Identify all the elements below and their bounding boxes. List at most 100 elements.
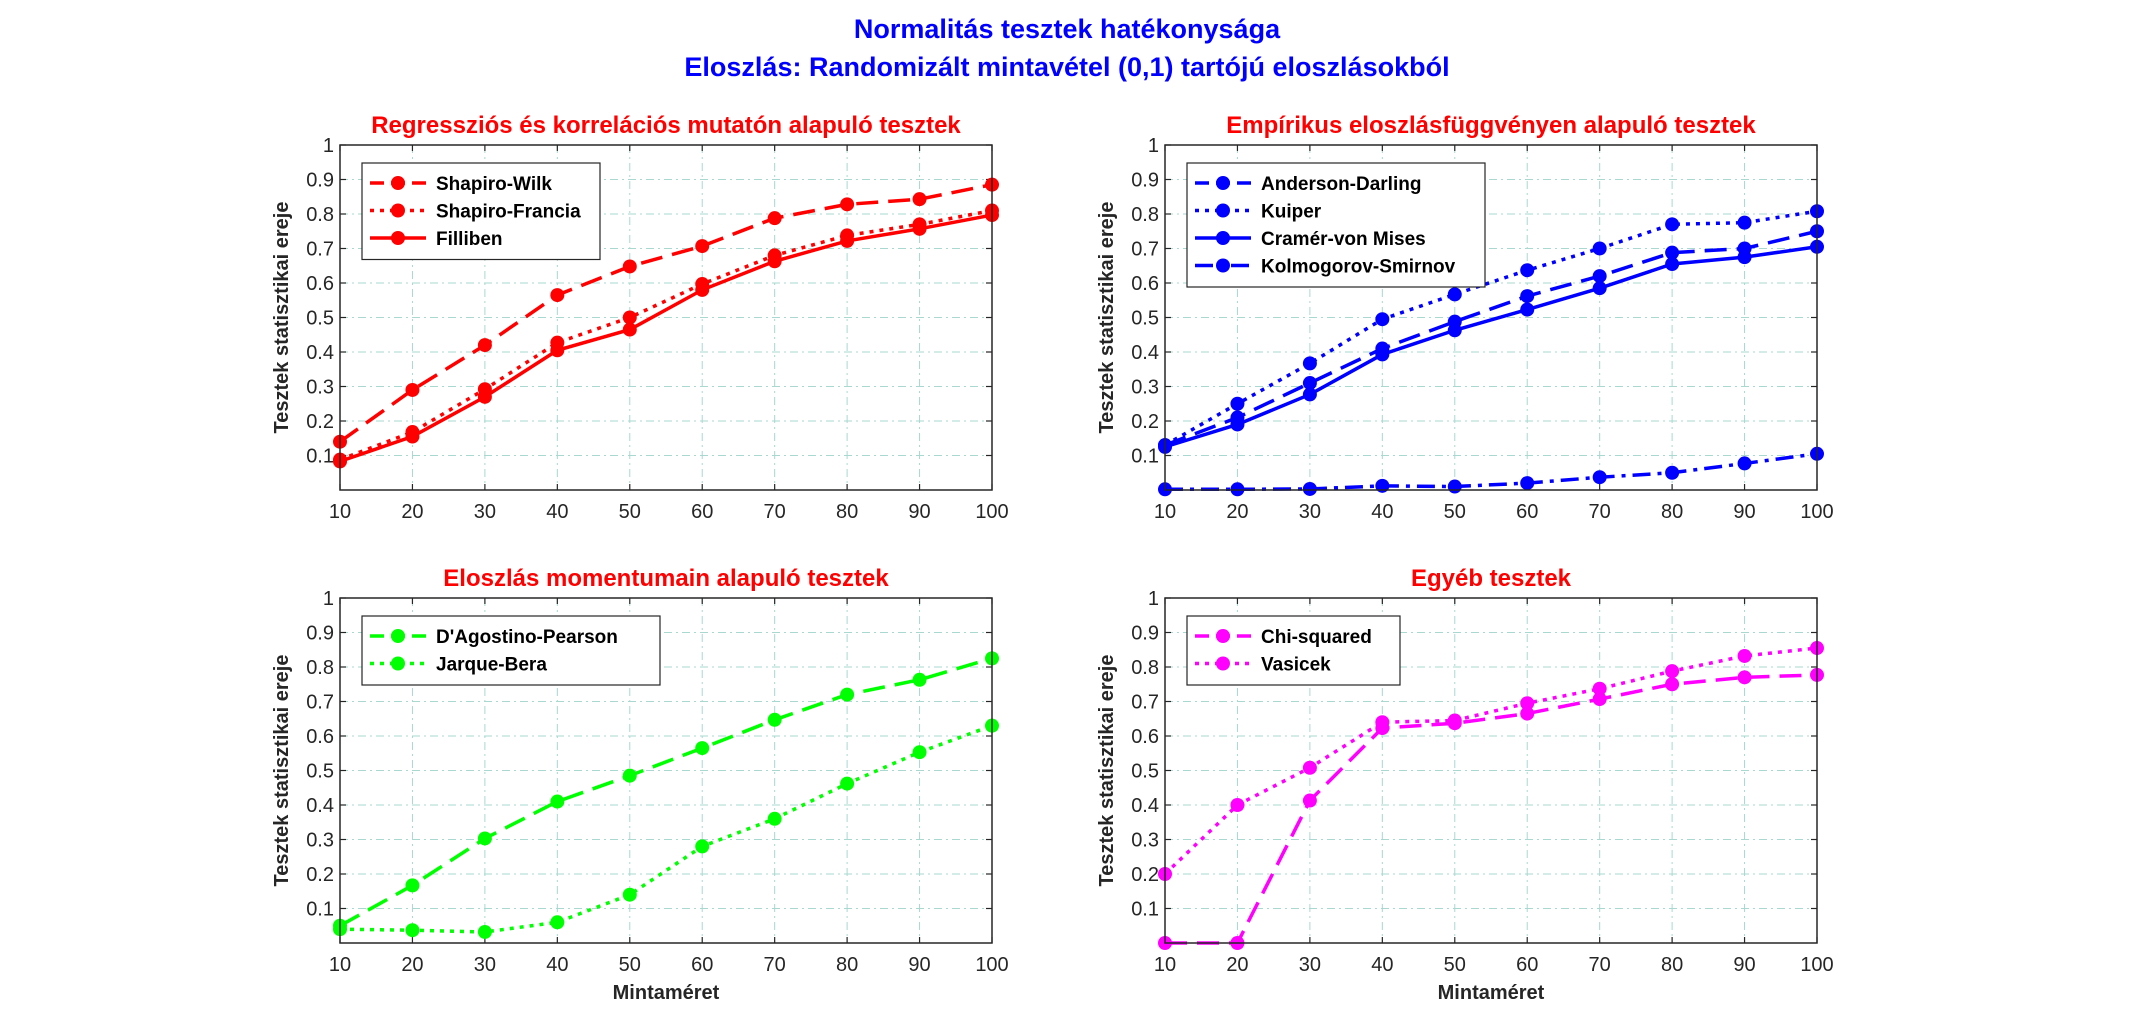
- y-tick-label: 0.6: [306, 273, 334, 295]
- data-point: [1520, 302, 1535, 317]
- data-point: [695, 282, 710, 297]
- x-tick-label: 100: [975, 954, 1008, 976]
- x-axis-label: Mintaméret: [1438, 982, 1545, 1004]
- x-tick-label: 60: [1516, 954, 1538, 976]
- series-line-2: [339, 724, 993, 934]
- data-point: [767, 712, 782, 727]
- panel-title: Egyéb tesztek: [1411, 565, 1572, 592]
- data-point: [1302, 387, 1317, 402]
- y-tick-label: 0.8: [306, 657, 334, 679]
- data-point: [1447, 479, 1462, 494]
- y-tick-label: 1: [323, 588, 334, 610]
- y-tick-label: 0.6: [1131, 726, 1159, 748]
- data-point: [1592, 241, 1607, 256]
- data-point: [1375, 347, 1390, 362]
- y-tick-label: 0.1: [306, 899, 334, 921]
- y-tick-label: 0.4: [1131, 342, 1159, 364]
- chart-panel-2: 10 20 30 40 50 60 70 80 90 100 0.1 0.2 0.3 0.4 0.5 0.6 0…: [1096, 112, 1834, 523]
- legend-label: Shapiro-Wilk: [436, 174, 552, 195]
- data-point: [840, 687, 855, 702]
- data-point: [477, 338, 492, 353]
- data-point: [1302, 793, 1317, 808]
- data-point: [477, 389, 492, 404]
- x-tick-label: 90: [1733, 501, 1755, 523]
- x-tick-label: 100: [975, 501, 1008, 523]
- series-line-1: [338, 182, 993, 444]
- y-tick-label: 0.1: [306, 446, 334, 468]
- data-point: [695, 239, 710, 254]
- data-point: [1592, 470, 1607, 485]
- data-point: [1375, 478, 1390, 493]
- x-tick-label: 80: [836, 954, 858, 976]
- legend-label: Shapiro-Francia: [436, 202, 581, 223]
- data-point: [1665, 465, 1680, 480]
- data-point: [767, 811, 782, 826]
- y-tick-label: 0.3: [306, 830, 334, 852]
- data-point: [1737, 670, 1752, 685]
- x-tick-label: 70: [1589, 954, 1611, 976]
- figure-subtitle: Eloszlás: Randomizált mintavétel (0,1) t…: [684, 52, 1450, 82]
- data-point: [1665, 664, 1680, 679]
- data-point: [840, 233, 855, 248]
- x-tick-label: 50: [1444, 954, 1466, 976]
- legend-label: Vasicek: [1261, 655, 1331, 676]
- y-tick-label: 0.4: [1131, 795, 1159, 817]
- legend-marker: [1216, 231, 1230, 245]
- legend-label: Filliben: [436, 229, 503, 250]
- plot-frame: [339, 597, 993, 944]
- series-line-4: [1165, 452, 1818, 492]
- data-point: [405, 923, 420, 938]
- legend-marker: [391, 231, 405, 245]
- series-line-2: [1164, 209, 1818, 447]
- y-tick-label: 0.3: [306, 377, 334, 399]
- data-point: [1520, 696, 1535, 711]
- y-tick-label: 0.5: [306, 761, 334, 783]
- x-tick-label: 60: [1516, 501, 1538, 523]
- y-tick-label: 0.7: [1131, 692, 1159, 714]
- y-tick-label: 0.9: [306, 623, 334, 645]
- legend-label: Cramér-von Mises: [1261, 229, 1426, 250]
- panel-title: Regressziós és korrelációs mutatón alapu…: [371, 112, 961, 139]
- legend-label: Kuiper: [1261, 202, 1322, 223]
- data-point: [1737, 215, 1752, 230]
- data-point: [1665, 245, 1680, 260]
- legend-label: Chi-squared: [1261, 627, 1372, 648]
- data-point: [550, 794, 565, 809]
- chart-panel-1: 10 20 30 40 50 60 70 80 90 100 0.1 0.2 0.3 0.4 0.5 0.6 0…: [271, 112, 1009, 523]
- data-point: [622, 887, 637, 902]
- data-point: [1520, 263, 1535, 278]
- x-tick-label: 10: [329, 954, 351, 976]
- series-line-1: [339, 656, 993, 928]
- data-point: [1592, 269, 1607, 284]
- data-point: [840, 776, 855, 791]
- legend-box: [1186, 615, 1401, 686]
- data-point: [405, 429, 420, 444]
- plot-frame: [1164, 597, 1818, 944]
- y-tick-label: 0.7: [306, 692, 334, 714]
- y-tick-label: 0.9: [1131, 170, 1159, 192]
- x-tick-label: 60: [691, 501, 713, 523]
- x-tick-label: 100: [1800, 501, 1833, 523]
- y-tick-label: 0.5: [1131, 761, 1159, 783]
- panel-title: Empírikus eloszlásfüggvényen alapuló tes…: [1226, 112, 1756, 139]
- x-tick-label: 70: [764, 954, 786, 976]
- legend-marker: [1216, 258, 1230, 273]
- legend: D'Agostino-Pearson Jarque-Bera: [361, 615, 661, 686]
- y-tick-label: 0.2: [1131, 864, 1159, 886]
- y-tick-label: 0.8: [1131, 657, 1159, 679]
- y-tick-label: 0.2: [306, 411, 334, 433]
- x-tick-label: 60: [691, 954, 713, 976]
- data-point: [1447, 323, 1462, 338]
- y-tick-label: 0.5: [306, 308, 334, 330]
- legend-marker: [1216, 176, 1230, 190]
- plot-frame: [1164, 144, 1818, 491]
- data-point: [477, 831, 492, 846]
- y-tick-label: 1: [1148, 135, 1159, 157]
- data-point: [695, 839, 710, 854]
- legend-label: Kolmogorov-Smirnov: [1261, 257, 1456, 278]
- y-tick-label: 0.6: [306, 726, 334, 748]
- legend-marker: [1216, 656, 1230, 671]
- data-point: [912, 192, 927, 207]
- data-point: [1520, 476, 1535, 491]
- data-point: [1592, 692, 1607, 707]
